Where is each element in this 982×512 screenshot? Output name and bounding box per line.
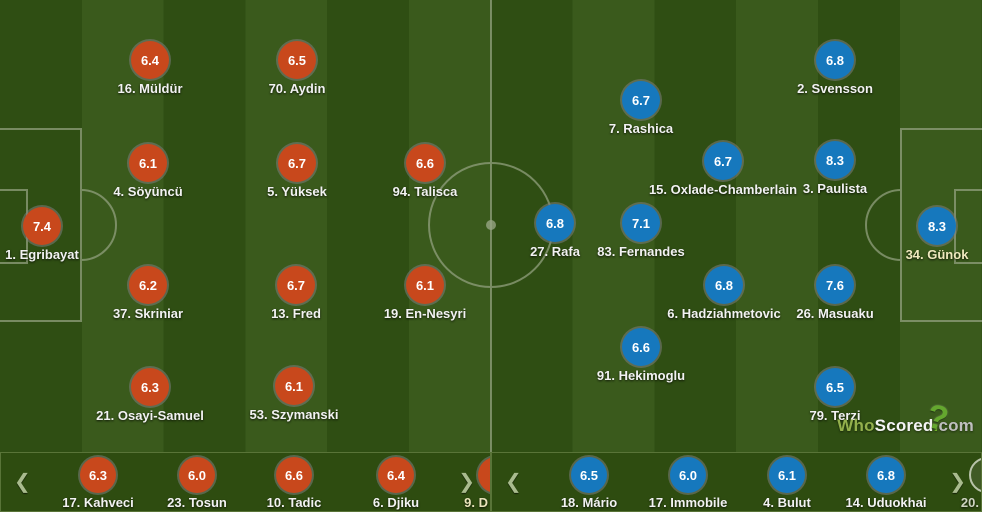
player-name-label: 15. Oxlade-Chamberlain (648, 182, 798, 197)
player-rating-badge: 6.8 (536, 204, 574, 242)
player-name-label: 2. Svensson (797, 81, 873, 96)
player-rating-badge: 6.4 (378, 457, 414, 493)
player-name-label: 13. Fred (271, 306, 321, 321)
player-name-label: 27. Rafa (530, 244, 580, 259)
player-name-label: 19. En-Nesyri (383, 306, 467, 321)
player-rating-badge: 6.2 (129, 266, 167, 304)
player-name-label: 91. Hekimoglu (596, 368, 686, 383)
player-name-label: 14. Uduokhai (845, 495, 927, 510)
player-name-label: 94. Talisca (392, 184, 458, 199)
player-rating-badge: 6.8 (705, 266, 743, 304)
player-name-label: 16. Müldür (117, 81, 183, 96)
player-rating-badge: 7.1 (622, 204, 660, 242)
chevron-right-icon[interactable]: ❯ (458, 471, 475, 493)
pitch-markings (0, 0, 982, 452)
player-name-label: 17. Kahveci (62, 495, 134, 510)
player-rating-badge: 6.6 (622, 328, 660, 366)
player-rating-badge: 6.0 (670, 457, 706, 493)
player-name-label: 83. Fernandes (597, 244, 685, 259)
player-rating-badge: 6.7 (277, 266, 315, 304)
player-rating-badge: 8.3 (816, 141, 854, 179)
substitutes-bench: ❮ ❯ 9. D 6.3 17. Kahveci 6.0 23. Tosun 6… (0, 452, 982, 512)
player-name-label: 4. Bulut (763, 495, 811, 510)
player-rating-badge: 6.1 (129, 144, 167, 182)
player-name-label: 34. Günok (905, 247, 969, 262)
player-rating-badge: 6.5 (571, 457, 607, 493)
player-rating-badge: 6.1 (769, 457, 805, 493)
logo-who: Who (837, 416, 875, 435)
player-name-label: 37. Skriniar (112, 306, 184, 321)
player-name-label: 53. Szymanski (249, 407, 339, 422)
player-rating-badge: 8.3 (918, 207, 956, 245)
logo-dot: . (933, 416, 939, 435)
logo-scored: Scored (874, 416, 934, 435)
player-rating-badge: 6.6 (406, 144, 444, 182)
player-name-label: 21. Osayi-Samuel (96, 408, 204, 423)
logo-com: com (938, 416, 974, 435)
player-name-label: 4. Söyüncü (113, 184, 183, 199)
chevron-left-icon[interactable]: ❮ (14, 471, 31, 493)
player-rating-badge: 6.3 (80, 457, 116, 493)
player-rating-badge: 6.3 (131, 368, 169, 406)
chevron-right-icon[interactable]: ❯ (949, 471, 966, 493)
player-rating-badge: 7.4 (23, 207, 61, 245)
player-name-label: 79. Terzi (809, 408, 861, 423)
player-rating-badge: 6.5 (278, 41, 316, 79)
bench-panel-home: ❮ ❯ 9. D 6.3 17. Kahveci 6.0 23. Tosun 6… (0, 452, 491, 512)
partial-sub-badge[interactable] (969, 457, 981, 493)
player-rating-badge: 6.0 (179, 457, 215, 493)
player-name-label: 10. Tadic (266, 495, 322, 510)
player-rating-badge: 6.7 (278, 144, 316, 182)
partial-sub-label: 9. D (464, 495, 488, 510)
player-name-label: 3. Paulista (802, 181, 868, 196)
player-name-label: 6. Hadziahmetovic (667, 306, 781, 321)
player-rating-badge: 6.4 (131, 41, 169, 79)
player-rating-badge: 6.8 (868, 457, 904, 493)
player-rating-badge: 6.5 (816, 368, 854, 406)
partial-sub-label: 20. (960, 495, 979, 510)
bench-panel-away: ❮ ❯ 20. 6.5 18. Mário 6.0 17. Immobile 6… (491, 452, 982, 512)
player-name-label: 23. Tosun (167, 495, 227, 510)
partial-sub-badge[interactable] (478, 457, 490, 493)
whoscored-logo[interactable]: ? WhoScored.com (837, 397, 974, 442)
chevron-left-icon[interactable]: ❮ (505, 471, 522, 493)
player-name-label: 1. Egribayat (5, 247, 79, 262)
player-rating-badge: 6.7 (622, 81, 660, 119)
player-rating-badge: 6.6 (276, 457, 312, 493)
player-rating-badge: 7.6 (816, 266, 854, 304)
player-rating-badge: 6.8 (816, 41, 854, 79)
player-name-label: 18. Mário (560, 495, 618, 510)
player-rating-badge: 6.1 (275, 367, 313, 405)
player-rating-badge: 6.1 (406, 266, 444, 304)
player-name-label: 17. Immobile (648, 495, 728, 510)
player-name-label: 26. Masuaku (796, 306, 874, 321)
player-name-label: 70. Aydin (268, 81, 326, 96)
player-name-label: 7. Rashica (608, 121, 674, 136)
player-rating-badge: 6.7 (704, 142, 742, 180)
player-name-label: 5. Yüksek (267, 184, 327, 199)
player-name-label: 6. Djiku (372, 495, 420, 510)
